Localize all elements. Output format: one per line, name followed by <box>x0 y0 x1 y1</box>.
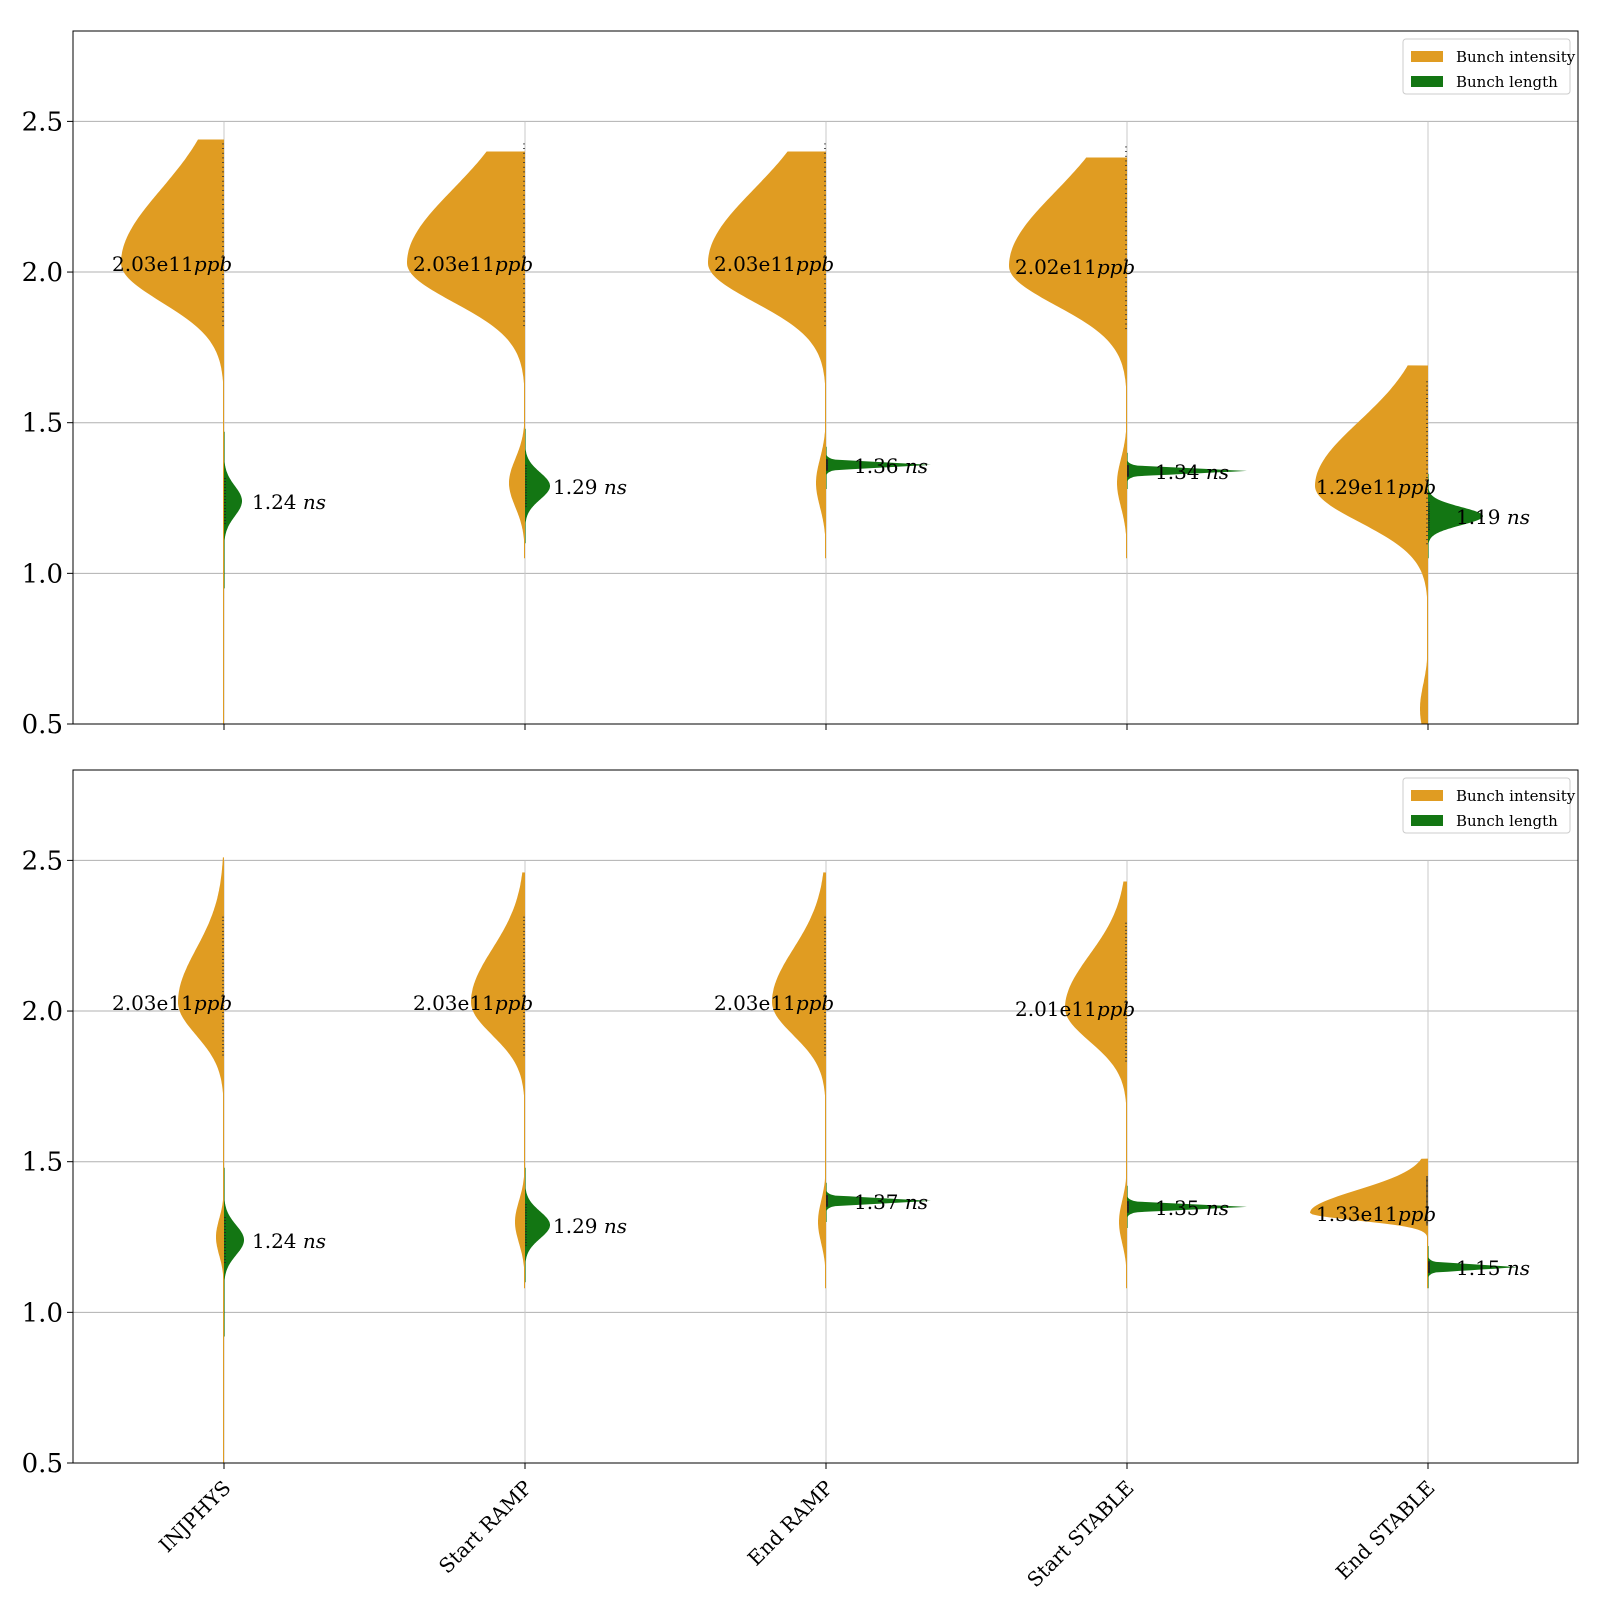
length-label: 1.15 ns <box>1456 1256 1530 1280</box>
panel-top: 0.5 1.0 1.5 2.0 2.5 2.03e11ppb 1.24 ns 2.03e11p… <box>22 30 1579 740</box>
x-tick-label: INJPHYS <box>154 1476 235 1557</box>
intensity-violin <box>1065 881 1127 1289</box>
violin-layer <box>178 857 1518 1463</box>
axes-frame <box>72 769 1579 1464</box>
intensity-violin <box>1310 1158 1428 1289</box>
intensity-label: 2.03e11ppb <box>714 252 834 276</box>
length-label: 1.24 ns <box>252 1229 326 1253</box>
sample-ticks <box>523 143 527 507</box>
length-violin <box>1127 452 1247 489</box>
length-violin <box>525 428 550 544</box>
length-violin <box>826 446 931 489</box>
legend-label: Bunch intensity <box>1456 48 1576 66</box>
y-tick-label: 1.5 <box>22 1148 63 1178</box>
x-tick-label: Start STABLE <box>1022 1476 1138 1592</box>
y-tick-label: 1.0 <box>22 559 63 589</box>
panel-bottom: 0.5 1.0 1.5 2.0 2.5 2.03e11ppb 1.24 ns INJPHYS 2… <box>22 769 1579 1592</box>
legend-swatch <box>1411 790 1443 801</box>
intensity-label: 2.02e11ppb <box>1015 255 1135 279</box>
intensity-violin <box>121 139 224 724</box>
length-violin <box>224 431 242 589</box>
sample-ticks <box>1125 146 1129 477</box>
intensity-label: 2.03e11ppb <box>112 991 232 1015</box>
intensity-label: 1.33e11ppb <box>1316 1202 1436 1226</box>
length-label: 1.24 ns <box>252 490 326 514</box>
length-label: 1.36 ns <box>854 454 928 478</box>
y-tick-label: 2.0 <box>22 258 63 288</box>
sample-ticks <box>824 916 828 1207</box>
y-tick-label: 1.0 <box>22 1298 63 1328</box>
y-tick-label: 0.5 <box>22 1449 63 1479</box>
y-tick-label: 2.5 <box>22 107 63 137</box>
length-violin <box>1127 1185 1247 1228</box>
intensity-violin <box>1315 365 1428 724</box>
legend-box <box>1402 777 1571 834</box>
axes-frame <box>72 30 1579 725</box>
x-tick-label: Start RAMP <box>434 1476 537 1579</box>
length-label: 1.35 ns <box>1155 1196 1229 1220</box>
sample-ticks <box>222 143 226 525</box>
legend-swatch <box>1411 51 1443 62</box>
legend-label: Bunch length <box>1456 812 1558 830</box>
x-tick-label: End RAMP <box>743 1476 838 1571</box>
sample-ticks <box>1426 381 1430 545</box>
length-violin <box>1428 1246 1518 1289</box>
intensity-violin <box>772 872 826 1289</box>
intensity-violin <box>407 151 525 559</box>
length-label: 1.34 ns <box>1155 460 1229 484</box>
length-violin <box>224 1167 244 1337</box>
sample-ticks <box>824 143 828 471</box>
intensity-violin <box>471 872 525 1289</box>
legend-swatch <box>1411 76 1443 87</box>
sample-ticks <box>1426 1176 1430 1273</box>
length-label: 1.19 ns <box>1456 505 1530 529</box>
legend-label: Bunch length <box>1456 73 1558 91</box>
intensity-violin <box>708 151 826 559</box>
length-violin <box>1428 473 1483 559</box>
intensity-label: 2.03e11ppb <box>413 991 533 1015</box>
length-label: 1.37 ns <box>854 1190 928 1214</box>
intensity-violin <box>178 857 224 1463</box>
length-violin <box>525 1167 550 1283</box>
legend: Bunch intensity Bunch length <box>1402 777 1576 834</box>
sample-ticks <box>523 916 527 1246</box>
intensity-violin <box>1009 157 1127 559</box>
sample-ticks <box>222 916 226 1264</box>
x-tick-label: End STABLE <box>1331 1476 1440 1585</box>
intensity-label: 2.03e11ppb <box>714 991 834 1015</box>
y-tick-label: 0.5 <box>22 710 63 740</box>
violin-layer <box>121 121 1483 724</box>
length-violin <box>826 1182 931 1222</box>
legend-swatch <box>1411 815 1443 826</box>
intensity-label: 2.01e11ppb <box>1015 997 1135 1021</box>
intensity-label: 2.03e11ppb <box>413 252 533 276</box>
sample-ticks <box>1125 922 1129 1213</box>
intensity-label: 2.03e11ppb <box>112 252 232 276</box>
legend-box <box>1402 38 1571 95</box>
y-tick-label: 2.0 <box>22 997 63 1027</box>
y-tick-label: 1.5 <box>22 409 63 439</box>
intensity-label: 1.29e11ppb <box>1316 475 1436 499</box>
length-label: 1.29 ns <box>553 475 627 499</box>
length-label: 1.29 ns <box>553 1214 627 1238</box>
y-tick-label: 2.5 <box>22 846 63 876</box>
legend-label: Bunch intensity <box>1456 787 1576 805</box>
legend: Bunch intensity Bunch length <box>1402 38 1576 95</box>
